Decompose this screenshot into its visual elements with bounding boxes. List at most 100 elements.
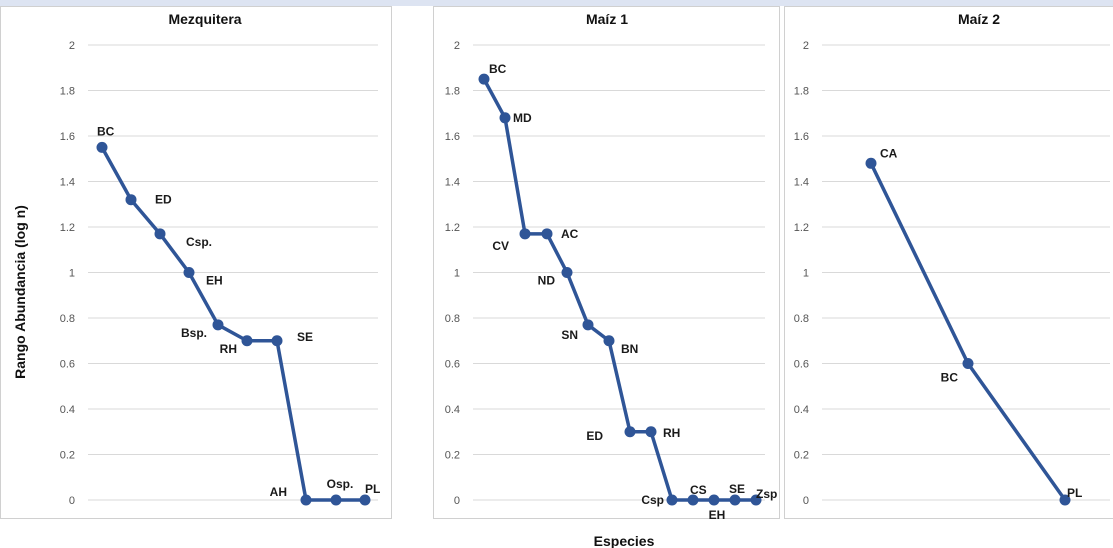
y-tick-label: 0.8 xyxy=(794,313,809,325)
y-tick-label: 1 xyxy=(803,268,809,280)
point-label: CA xyxy=(880,146,898,160)
chart-title: Mezquitera xyxy=(168,11,241,27)
data-point xyxy=(603,335,615,347)
point-label: BC xyxy=(941,371,959,385)
data-point xyxy=(645,426,657,438)
y-tick-label: 0.2 xyxy=(60,450,75,462)
point-label: ND xyxy=(538,274,556,288)
data-point xyxy=(750,494,762,506)
point-label: RH xyxy=(663,426,680,440)
point-label: Osp. xyxy=(327,477,354,491)
point-label: ED xyxy=(155,193,172,207)
point-label: BC xyxy=(97,124,115,138)
y-tick-label: 2 xyxy=(454,40,460,52)
chart-title: Maíz 2 xyxy=(958,11,1000,27)
y-tick-label: 1.6 xyxy=(60,131,75,143)
y-tick-label: 1.6 xyxy=(445,131,460,143)
data-point xyxy=(330,494,342,506)
point-label: RH xyxy=(220,342,237,356)
data-point xyxy=(962,358,974,369)
y-tick-label: 0.4 xyxy=(794,404,809,416)
data-point xyxy=(666,494,678,506)
y-axis-label: Rango Abundancia (log n) xyxy=(12,205,28,379)
data-point xyxy=(478,73,490,85)
data-point xyxy=(687,494,699,506)
data-point xyxy=(212,319,224,331)
y-tick-label: 1.4 xyxy=(445,177,460,189)
point-label: SE xyxy=(729,482,745,496)
y-tick-label: 0.6 xyxy=(445,359,460,371)
y-tick-label: 0.6 xyxy=(60,359,75,371)
point-label: EH xyxy=(206,274,223,288)
chart-panel-1: Mezquitera 0 0.2 0.4 0.6 0.8 1 1.2 1.4 1.6 1.8 2 BC E… xyxy=(0,6,392,519)
top-strip xyxy=(0,0,1113,6)
y-tick-label: 1.8 xyxy=(445,86,460,98)
gridlines xyxy=(822,44,1110,501)
data-point xyxy=(271,335,283,347)
data-point xyxy=(561,267,573,278)
data-point xyxy=(183,267,195,278)
data-point xyxy=(499,112,511,124)
y-tick-label: 1.8 xyxy=(794,86,809,98)
data-point xyxy=(241,335,253,347)
data-point xyxy=(359,494,371,506)
y-tick-label: 0.2 xyxy=(445,450,460,462)
y-tick-label: 0.4 xyxy=(445,404,460,416)
chart-panel-3: Maíz 2 0 0.2 0.4 0.6 0.8 1 1.2 1.4 1.6 1.8 2 CA BC PL xyxy=(784,6,1113,519)
point-label: Csp xyxy=(641,493,664,507)
series-line xyxy=(100,146,365,502)
data-point xyxy=(582,319,594,331)
y-tick-label: 1.2 xyxy=(794,222,809,234)
point-label: AC xyxy=(561,227,579,241)
data-point xyxy=(729,494,741,506)
y-tick-label: 1.2 xyxy=(445,222,460,234)
point-label: SN xyxy=(561,328,578,342)
y-tick-label: 0.6 xyxy=(794,359,809,371)
data-point xyxy=(125,194,137,206)
point-label: PL xyxy=(1067,486,1082,500)
chart-panel-2: Maíz 1 0 0.2 0.4 0.6 0.8 1 1.2 1.4 1.6 1.8 2 BC MD CV A… xyxy=(433,6,780,522)
point-label: AH xyxy=(270,485,287,499)
point-label: CS xyxy=(690,483,707,497)
data-point xyxy=(865,157,877,169)
y-tick-label: 2 xyxy=(803,40,809,52)
y-tick-label: 0.4 xyxy=(60,404,75,416)
panel-border xyxy=(0,6,392,519)
y-tick-label: 1.8 xyxy=(60,86,75,98)
point-label: BC xyxy=(489,62,507,76)
y-tick-label: 1 xyxy=(69,268,75,280)
point-label: PL xyxy=(365,482,380,496)
panel-border xyxy=(784,6,1113,519)
y-tick-label: 0.8 xyxy=(445,313,460,325)
y-tick-label: 1.2 xyxy=(60,222,75,234)
point-label: CV xyxy=(492,239,509,253)
y-tick-label: 2 xyxy=(69,40,75,52)
data-point xyxy=(1059,494,1071,506)
y-tick-label: 1 xyxy=(454,268,460,280)
data-point xyxy=(300,494,312,506)
point-label: Bsp. xyxy=(181,326,207,340)
point-label: SE xyxy=(297,330,313,344)
y-tick-label: 0 xyxy=(69,495,75,507)
y-tick-label: 0.2 xyxy=(794,450,809,462)
data-point xyxy=(96,141,108,153)
y-tick-label: 1.4 xyxy=(794,177,809,189)
y-tick-label: 1.4 xyxy=(60,177,75,189)
point-label: BN xyxy=(621,342,638,356)
data-point xyxy=(624,426,636,438)
y-tick-label: 0.8 xyxy=(60,313,75,325)
point-label: EH xyxy=(709,508,726,522)
data-point xyxy=(154,228,166,240)
y-tick-label: 0 xyxy=(803,495,809,507)
data-point xyxy=(541,228,553,240)
point-label: ED xyxy=(586,429,603,443)
data-point xyxy=(708,494,720,506)
y-tick-label: 0 xyxy=(454,495,460,507)
data-point xyxy=(519,228,531,240)
y-tick-label: 1.6 xyxy=(794,131,809,143)
point-label: MD xyxy=(513,111,532,125)
chart-title: Maíz 1 xyxy=(586,11,628,27)
x-axis-label: Especies xyxy=(594,533,655,548)
point-label: Zsp xyxy=(756,487,777,501)
